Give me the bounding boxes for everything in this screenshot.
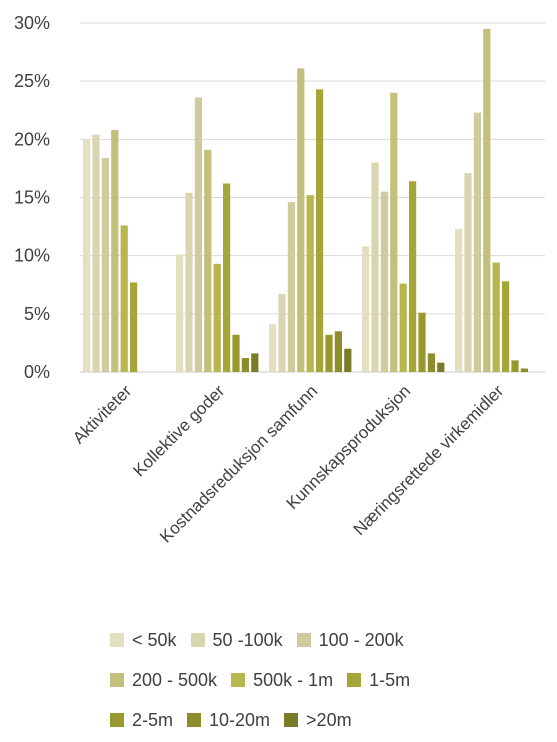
bar bbox=[101, 157, 109, 372]
y-tick-label: 15% bbox=[14, 188, 50, 208]
bar bbox=[185, 192, 193, 372]
legend-row: 2-5m 10-20m >20m bbox=[110, 700, 550, 740]
legend-label: >20m bbox=[306, 709, 352, 730]
bar bbox=[483, 28, 491, 372]
bar bbox=[334, 331, 342, 372]
legend-item: 50 -100k bbox=[190, 629, 283, 651]
bar bbox=[492, 262, 500, 372]
y-tick-label: 0% bbox=[24, 362, 50, 382]
legend-label: < 50k bbox=[132, 629, 177, 650]
bar bbox=[213, 263, 221, 372]
bar bbox=[241, 358, 249, 372]
bars bbox=[83, 28, 528, 373]
bar bbox=[344, 348, 352, 372]
legend-label: 500k - 1m bbox=[253, 669, 334, 690]
legend-swatch bbox=[347, 673, 362, 687]
bar bbox=[371, 162, 379, 372]
legend-row: < 50k 50 -100k 100 - 200k bbox=[110, 620, 550, 660]
legend-item: 1-5m bbox=[347, 670, 410, 691]
bar bbox=[176, 254, 184, 372]
legend: < 50k 50 -100k 100 - 200k 200 - 500k 500k - … bbox=[110, 620, 550, 740]
y-tick-label: 10% bbox=[14, 246, 50, 266]
bar bbox=[297, 68, 305, 373]
bar bbox=[418, 312, 426, 372]
bar bbox=[455, 228, 463, 372]
legend-swatch bbox=[110, 633, 124, 647]
bar bbox=[251, 353, 259, 372]
bar bbox=[204, 149, 212, 372]
legend-swatch bbox=[110, 713, 124, 727]
legend-swatch bbox=[296, 633, 311, 647]
bar bbox=[362, 246, 370, 372]
legend-swatch bbox=[190, 633, 205, 647]
bar bbox=[316, 89, 324, 372]
bar bbox=[473, 112, 481, 372]
x-category-label: Næringsrettede virkemidler bbox=[350, 381, 508, 539]
bar bbox=[409, 181, 417, 372]
legend-item: >20m bbox=[284, 710, 352, 731]
bar bbox=[194, 97, 202, 372]
legend-swatch bbox=[284, 713, 299, 727]
bar bbox=[325, 334, 333, 372]
bar bbox=[390, 92, 398, 373]
x-category-label: Kollektive goder bbox=[129, 381, 228, 480]
bar bbox=[427, 353, 435, 372]
bar bbox=[120, 225, 128, 372]
legend-item: 500k - 1m bbox=[231, 670, 333, 691]
legend-item: 200 - 500k bbox=[110, 670, 217, 691]
legend-label: 1-5m bbox=[369, 669, 411, 690]
bar bbox=[511, 360, 519, 372]
y-tick-label: 5% bbox=[24, 304, 50, 324]
bar bbox=[380, 191, 388, 372]
legend-label: 50 -100k bbox=[212, 629, 283, 650]
bar bbox=[502, 281, 510, 372]
legend-label: 10-20m bbox=[209, 709, 271, 730]
legend-item: 10-20m bbox=[187, 710, 270, 731]
bar bbox=[223, 183, 231, 372]
bar bbox=[287, 202, 295, 372]
bar bbox=[232, 334, 240, 372]
y-axis-ticks: 0% 5% 10% 15% 20% 25% 30% bbox=[14, 13, 50, 382]
bar bbox=[83, 139, 91, 372]
legend-label: 200 - 500k bbox=[132, 669, 218, 690]
legend-label: 100 - 200k bbox=[318, 629, 404, 650]
bar bbox=[92, 134, 100, 372]
legend-swatch bbox=[110, 673, 124, 687]
legend-item: 2-5m bbox=[110, 710, 173, 731]
bar bbox=[111, 130, 119, 372]
bar bbox=[278, 294, 286, 372]
x-category-label: Kostnadsreduksjon samfunn bbox=[156, 381, 321, 546]
bar bbox=[130, 282, 138, 372]
y-tick-label: 30% bbox=[14, 13, 50, 33]
bar bbox=[399, 283, 407, 372]
bar-chart: 0% 5% 10% 15% 20% 25% 30% AktiviteterKollektiv… bbox=[14, 13, 545, 547]
legend-item: < 50k bbox=[110, 630, 177, 651]
bar bbox=[437, 362, 445, 372]
y-tick-label: 20% bbox=[14, 129, 50, 149]
legend-swatch bbox=[187, 713, 202, 727]
y-tick-label: 25% bbox=[14, 71, 50, 91]
bar bbox=[306, 195, 314, 372]
bar bbox=[520, 368, 528, 372]
x-category-label: Aktiviteter bbox=[69, 381, 135, 447]
legend-swatch bbox=[231, 673, 246, 687]
legend-row: 200 - 500k 500k - 1m 1-5m bbox=[110, 660, 550, 700]
bar bbox=[464, 173, 472, 372]
bar bbox=[269, 324, 277, 372]
legend-item: 100 - 200k bbox=[296, 629, 404, 651]
legend-label: 2-5m bbox=[132, 709, 174, 730]
